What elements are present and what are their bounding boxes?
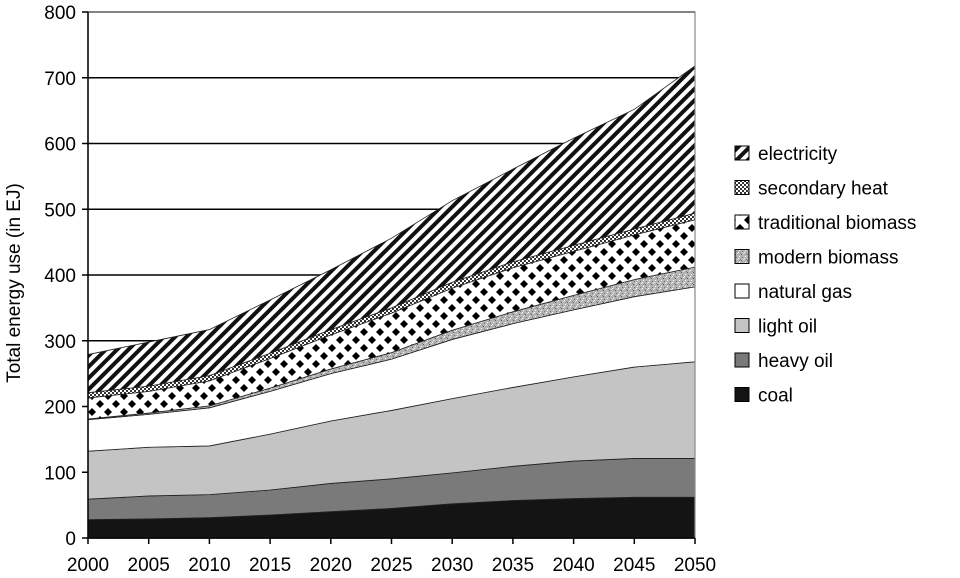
- legend-item-heavy-oil: heavy oil: [734, 351, 833, 372]
- legend-label: light oil: [758, 317, 817, 338]
- legend-item-traditional-biomass: traditional biomass: [734, 213, 916, 234]
- x-tick-label: 2035: [492, 555, 534, 576]
- y-tick-label: 500: [44, 200, 76, 221]
- legend-swatch: [734, 145, 750, 161]
- legend-swatch: [734, 352, 750, 368]
- x-tick-label: 2050: [674, 555, 716, 576]
- x-tick-label: 2020: [310, 555, 352, 576]
- y-tick-label: 600: [44, 135, 76, 156]
- x-tick-label: 2030: [431, 555, 473, 576]
- y-axis-title: Total energy use (in EJ): [4, 183, 25, 383]
- legend-swatch: [734, 387, 750, 402]
- legend-label: coal: [758, 386, 793, 407]
- legend-swatch: [734, 283, 750, 299]
- legend-swatch: [734, 214, 750, 230]
- legend-item-electricity: electricity: [734, 144, 838, 165]
- legend-item-secondary-heat: secondary heat: [734, 179, 889, 200]
- x-tick-label: 2025: [370, 555, 412, 576]
- y-tick-label: 400: [44, 266, 76, 287]
- x-tick-label: 2045: [613, 555, 655, 576]
- legend-swatch: [734, 249, 750, 264]
- legend-item-natural-gas: natural gas: [734, 282, 852, 303]
- y-tick-label: 200: [44, 398, 76, 419]
- x-tick-label: 2015: [249, 555, 291, 576]
- legend-item-modern-biomass: modern biomass: [734, 248, 898, 269]
- legend-swatch: [734, 180, 750, 195]
- legend-label: natural gas: [758, 282, 852, 303]
- x-tick-label: 2000: [67, 555, 109, 576]
- legend-swatch: [734, 318, 750, 333]
- legend-item-light-oil: light oil: [734, 317, 817, 338]
- x-tick-label: 2040: [552, 555, 594, 576]
- y-tick-label: 300: [44, 332, 76, 353]
- legend-label: traditional biomass: [758, 213, 916, 234]
- x-tick-label: 2005: [128, 555, 170, 576]
- x-tick-label: 2010: [188, 555, 230, 576]
- y-tick-label: 0: [65, 529, 76, 550]
- legend-label: electricity: [758, 144, 838, 165]
- y-tick-label: 100: [44, 463, 76, 484]
- legend-label: modern biomass: [758, 248, 898, 269]
- legend-label: secondary heat: [758, 179, 889, 200]
- y-tick-label: 800: [44, 3, 76, 24]
- y-tick-label: 700: [44, 69, 76, 90]
- legend-item-coal: coal: [734, 386, 793, 407]
- legend-label: heavy oil: [758, 351, 833, 372]
